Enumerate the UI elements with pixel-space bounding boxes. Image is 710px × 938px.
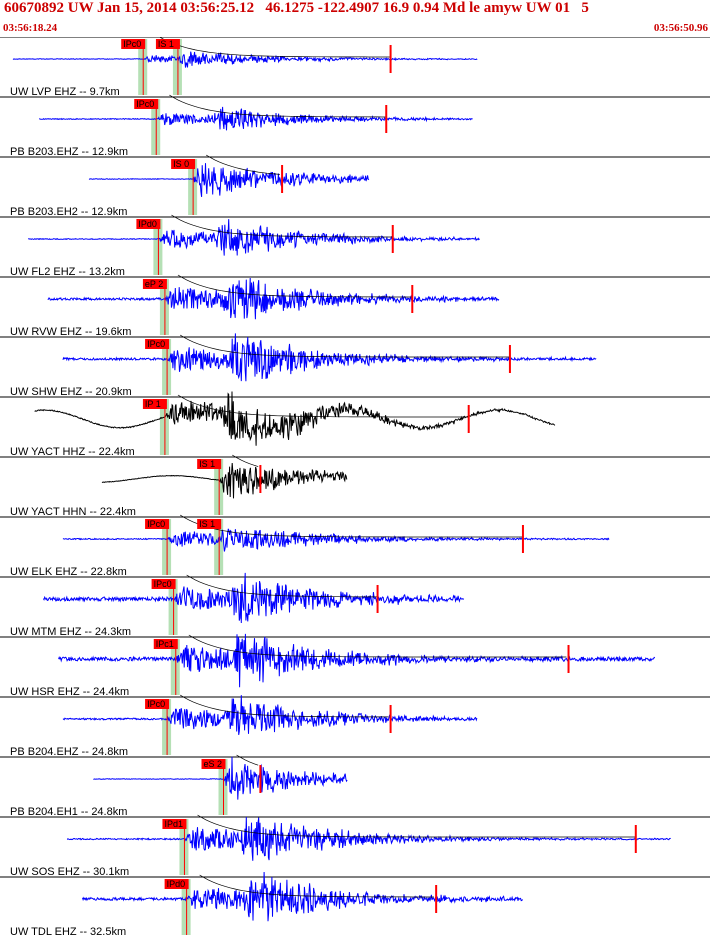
station-label: PB B203.EHZ -- 12.9km — [10, 146, 128, 158]
pick-flag — [145, 519, 170, 529]
station-row: IPc0 IS 1 UW LVP EHZ -- 9.7km — [0, 37, 710, 98]
station-label: UW MTM EHZ -- 24.3km — [10, 626, 131, 638]
start-time: 03:56:18.24 — [3, 22, 58, 34]
station-label: UW YACT HHZ -- 22.4km — [10, 446, 135, 458]
station-row: IPd0 UW FL2 EHZ -- 13.2km — [0, 214, 710, 278]
station-row: IS 1 UW YACT HHN -- 22.4km — [0, 454, 710, 518]
pick-flag — [162, 819, 187, 829]
pick-flag — [164, 879, 189, 889]
coda-fit-curve — [232, 454, 259, 467]
station-label: UW RVW EHZ -- 19.6km — [10, 326, 131, 338]
station-label: UW HSR EHZ -- 24.4km — [10, 686, 129, 698]
coda-fit-curve — [171, 214, 393, 238]
coda-fit-curve — [179, 334, 510, 358]
seismic-trace — [27, 219, 480, 256]
pick-flag — [134, 99, 159, 109]
end-time: 03:56:50.96 — [653, 22, 708, 34]
seismic-trace — [66, 816, 671, 861]
pick-flag — [155, 39, 180, 49]
pick-flag — [136, 219, 161, 229]
pick-label: IPd0 — [167, 879, 186, 889]
pick-flag — [145, 699, 170, 709]
coda-fit-curve — [179, 694, 389, 718]
pick-flag — [197, 459, 222, 469]
station-row: IPc1 UW HSR EHZ -- 24.4km — [0, 633, 710, 698]
pick-flag — [153, 639, 178, 649]
station-row: IPd0 UW TDL EHZ -- 32.5km — [0, 871, 710, 938]
pick-flag — [142, 279, 167, 289]
station-row: IPc0 PB B203.EHZ -- 12.9km — [0, 94, 710, 158]
pick-label: IPc0 — [136, 99, 154, 109]
coda-fit-curve — [158, 37, 391, 58]
station-row: eP 2 UW RVW EHZ -- 19.6km — [0, 274, 710, 338]
coda-fit-curve — [179, 514, 523, 538]
pick-label: IS 1 — [199, 519, 215, 529]
seismic-trace — [39, 106, 473, 131]
coda-fit-curve — [177, 394, 469, 418]
pick-label: IS 0 — [173, 159, 189, 169]
station-row: IS 0 PB B203.EH2 -- 12.9km — [0, 154, 710, 218]
station-label: PB B204.EHZ -- 24.8km — [10, 746, 128, 758]
station-row: IPc0 UW SHW EHZ -- 20.9km — [0, 333, 710, 398]
seismic-trace — [34, 391, 556, 446]
station-label: PB B204.EH1 -- 24.8km — [10, 806, 127, 818]
seismogram-plot: IPc0 IS 1 UW LVP EHZ -- 9.7km IPc0 PB B203.E… — [0, 37, 710, 938]
coda-fit-curve — [205, 154, 280, 175]
seismic-trace — [93, 756, 348, 800]
pick-label: IPc1 — [156, 639, 174, 649]
coda-fit-curve — [169, 94, 387, 118]
pick-label: IPc0 — [147, 339, 165, 349]
pick-label: IS 1 — [158, 39, 174, 49]
station-label: UW SOS EHZ -- 30.1km — [10, 866, 129, 878]
seismic-trace — [88, 163, 370, 197]
station-row: IPc0 PB B204.EHZ -- 24.8km — [0, 694, 710, 758]
station-label: PB B203.EH2 -- 12.9km — [10, 206, 127, 218]
station-row: IPc0 UW MTM EHZ -- 24.3km — [0, 572, 710, 638]
pick-label: eP 2 — [145, 279, 163, 289]
pick-flag — [142, 399, 167, 409]
event-title: 60670892 UW Jan 15, 2014 03:56:25.12 46.… — [4, 0, 589, 16]
coda-fit-curve — [197, 814, 636, 838]
station-label: UW YACT HHN -- 22.4km — [10, 506, 136, 518]
seismic-trace — [47, 277, 500, 320]
station-label: UW FL2 EHZ -- 13.2km — [10, 266, 125, 278]
pick-label: IP 1 — [145, 399, 161, 409]
pick-label: IPc0 — [147, 699, 165, 709]
station-row: IP 1 UW YACT HHZ -- 22.4km — [0, 391, 710, 458]
station-label: UW TDL EHZ -- 32.5km — [10, 926, 126, 938]
pick-label: IPd1 — [164, 819, 183, 829]
coda-fit-curve — [236, 754, 259, 766]
pick-label: IPc0 — [154, 579, 172, 589]
coda-fit-curve — [188, 634, 567, 658]
seismic-trace — [62, 528, 610, 552]
pick-flag — [201, 759, 226, 769]
header: 60670892 UW Jan 15, 2014 03:56:25.12 46.… — [0, 0, 710, 37]
coda-fit-curve — [199, 874, 434, 898]
station-label: UW SHW EHZ -- 20.9km — [10, 386, 132, 398]
pick-flag — [121, 39, 146, 49]
station-row: eS 2 PB B204.EH1 -- 24.8km — [0, 754, 710, 818]
seismic-trace — [82, 871, 523, 922]
station-row: IPc0 IS 1 UW ELK EHZ -- 22.8km — [0, 514, 710, 578]
seismic-trace — [101, 462, 348, 499]
pick-flag — [145, 339, 170, 349]
seismic-trace — [12, 51, 478, 68]
coda-fit-curve — [177, 274, 413, 298]
seismic-trace — [62, 695, 478, 735]
seismic-trace — [62, 333, 597, 382]
pick-label: IPd0 — [138, 219, 157, 229]
seismic-trace — [58, 633, 656, 688]
station-label: UW LVP EHZ -- 9.7km — [10, 86, 120, 98]
pick-label: IPc0 — [147, 519, 165, 529]
station-row: IPd1 UW SOS EHZ -- 30.1km — [0, 814, 710, 878]
station-label: UW ELK EHZ -- 22.8km — [10, 566, 127, 578]
pick-label: IS 1 — [199, 459, 215, 469]
seismic-trace — [42, 572, 465, 624]
pick-label: IPc0 — [123, 39, 141, 49]
pick-flag — [151, 579, 176, 589]
pick-flag — [197, 519, 222, 529]
pick-flag — [171, 159, 196, 169]
coda-fit-curve — [186, 574, 378, 598]
pick-label: eS 2 — [204, 759, 223, 769]
